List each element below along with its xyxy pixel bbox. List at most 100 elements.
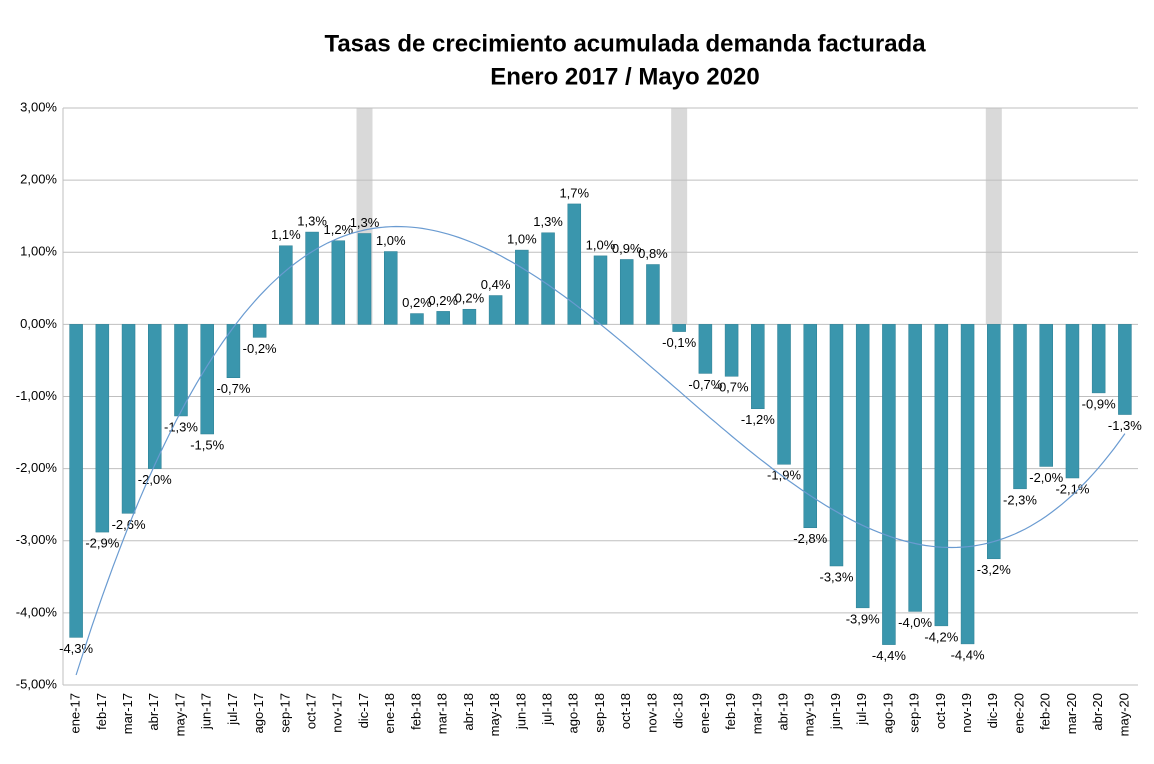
bar <box>383 251 398 325</box>
bar <box>1091 324 1106 394</box>
data-label: 1,0% <box>507 232 537 247</box>
bar <box>410 313 424 325</box>
y-tick-label: -4,00% <box>16 604 58 619</box>
x-tick-label: ene-20 <box>1011 693 1026 733</box>
x-tick-label: jun-17 <box>199 693 214 730</box>
x-tick-label: feb-18 <box>408 693 423 730</box>
bar <box>148 324 162 469</box>
bar <box>305 231 319 325</box>
x-tick-label: feb-19 <box>723 693 738 730</box>
x-tick-label: ago-17 <box>251 693 266 733</box>
x-tick-label: mar-18 <box>435 693 450 734</box>
bar <box>357 233 372 325</box>
data-label: -4,4% <box>951 647 985 662</box>
bar <box>908 324 922 612</box>
bar <box>698 324 713 374</box>
data-label: 1,0% <box>586 237 616 252</box>
data-label: 0,2% <box>455 291 485 306</box>
year-separator <box>985 108 1002 325</box>
y-tick-label: -1,00% <box>16 388 58 403</box>
y-tick-label: -3,00% <box>16 532 58 547</box>
x-tick-label: ene-17 <box>68 693 83 733</box>
x-tick-label: oct-18 <box>618 693 633 729</box>
x-tick-label: mar-17 <box>120 693 135 734</box>
bar <box>121 324 136 514</box>
x-tick-label: mar-19 <box>749 693 764 734</box>
bar <box>515 249 529 325</box>
data-label: -0,9% <box>1082 396 1116 411</box>
y-tick-label: 2,00% <box>20 172 57 187</box>
x-tick-label: jul-18 <box>539 693 554 726</box>
bar <box>987 324 1001 560</box>
bar <box>1039 324 1053 467</box>
data-label: -4,0% <box>898 615 932 630</box>
x-tick-label: oct-17 <box>304 693 319 729</box>
x-tick-label: nov-17 <box>330 693 345 733</box>
x-tick-label: nov-18 <box>644 693 659 733</box>
data-label: -0,7% <box>216 381 250 396</box>
data-label: -4,3% <box>59 641 93 656</box>
bar <box>855 324 870 609</box>
x-tick-label: feb-17 <box>94 693 109 730</box>
x-tick-label: jun-19 <box>828 693 843 730</box>
data-label: 0,8% <box>638 246 668 261</box>
bar <box>252 324 267 338</box>
bar <box>777 324 791 465</box>
trendline <box>75 225 1126 676</box>
bar <box>95 324 110 533</box>
data-label: -3,3% <box>819 569 853 584</box>
data-label: 0,4% <box>481 277 511 292</box>
bar <box>462 308 477 325</box>
bar <box>567 203 582 325</box>
bar <box>724 324 739 377</box>
data-label: -4,2% <box>924 629 958 644</box>
bar <box>541 232 555 325</box>
bar <box>279 245 293 325</box>
bar <box>488 295 503 325</box>
bar <box>226 324 241 378</box>
data-label: 1,7% <box>559 185 589 200</box>
bar <box>672 324 686 332</box>
chart-subtitle: Enero 2017 / Mayo 2020 <box>490 63 759 90</box>
x-tick-label: ago-18 <box>566 693 581 733</box>
bar <box>1013 324 1027 490</box>
bar <box>200 324 214 435</box>
x-tick-label: abr-17 <box>146 693 161 731</box>
bar <box>619 259 634 325</box>
x-tick-label: ene-19 <box>697 693 712 733</box>
y-tick-label: 0,00% <box>20 316 57 331</box>
chart-title: Tasas de crecimiento acumulada demanda f… <box>324 30 926 57</box>
data-label: -2,1% <box>1055 481 1089 496</box>
bar <box>1065 324 1080 479</box>
x-tick-label: sep-18 <box>592 693 607 733</box>
data-label: 1,0% <box>376 233 406 248</box>
data-label: -3,2% <box>977 562 1011 577</box>
x-tick-label: sep-19 <box>907 693 922 733</box>
data-label: 1,3% <box>297 213 327 228</box>
data-label: -2,3% <box>1003 492 1037 507</box>
x-tick-label: mar-20 <box>1064 693 1079 734</box>
bar <box>436 311 450 325</box>
x-tick-label: may-18 <box>487 693 502 736</box>
data-label: -4,4% <box>872 648 906 663</box>
data-label: -1,5% <box>190 437 224 452</box>
x-tick-label: dic-19 <box>985 693 1000 728</box>
bar <box>751 324 765 410</box>
x-tick-label: dic-18 <box>671 693 686 728</box>
x-tick-label: jun-18 <box>513 693 528 730</box>
y-tick-label: -2,00% <box>16 460 58 475</box>
data-label: -1,9% <box>767 468 801 483</box>
bar <box>646 264 660 325</box>
data-label: -2,9% <box>85 536 119 551</box>
y-tick-label: 1,00% <box>20 244 57 259</box>
bar <box>882 324 896 645</box>
bar <box>331 240 346 325</box>
data-label: 1,3% <box>350 215 380 230</box>
x-tick-label: oct-19 <box>933 693 948 729</box>
data-label: -1,2% <box>741 412 775 427</box>
x-tick-label: nov-19 <box>959 693 974 733</box>
data-label: 1,2% <box>323 222 353 237</box>
bar <box>803 324 818 529</box>
data-label: -2,0% <box>1029 470 1063 485</box>
